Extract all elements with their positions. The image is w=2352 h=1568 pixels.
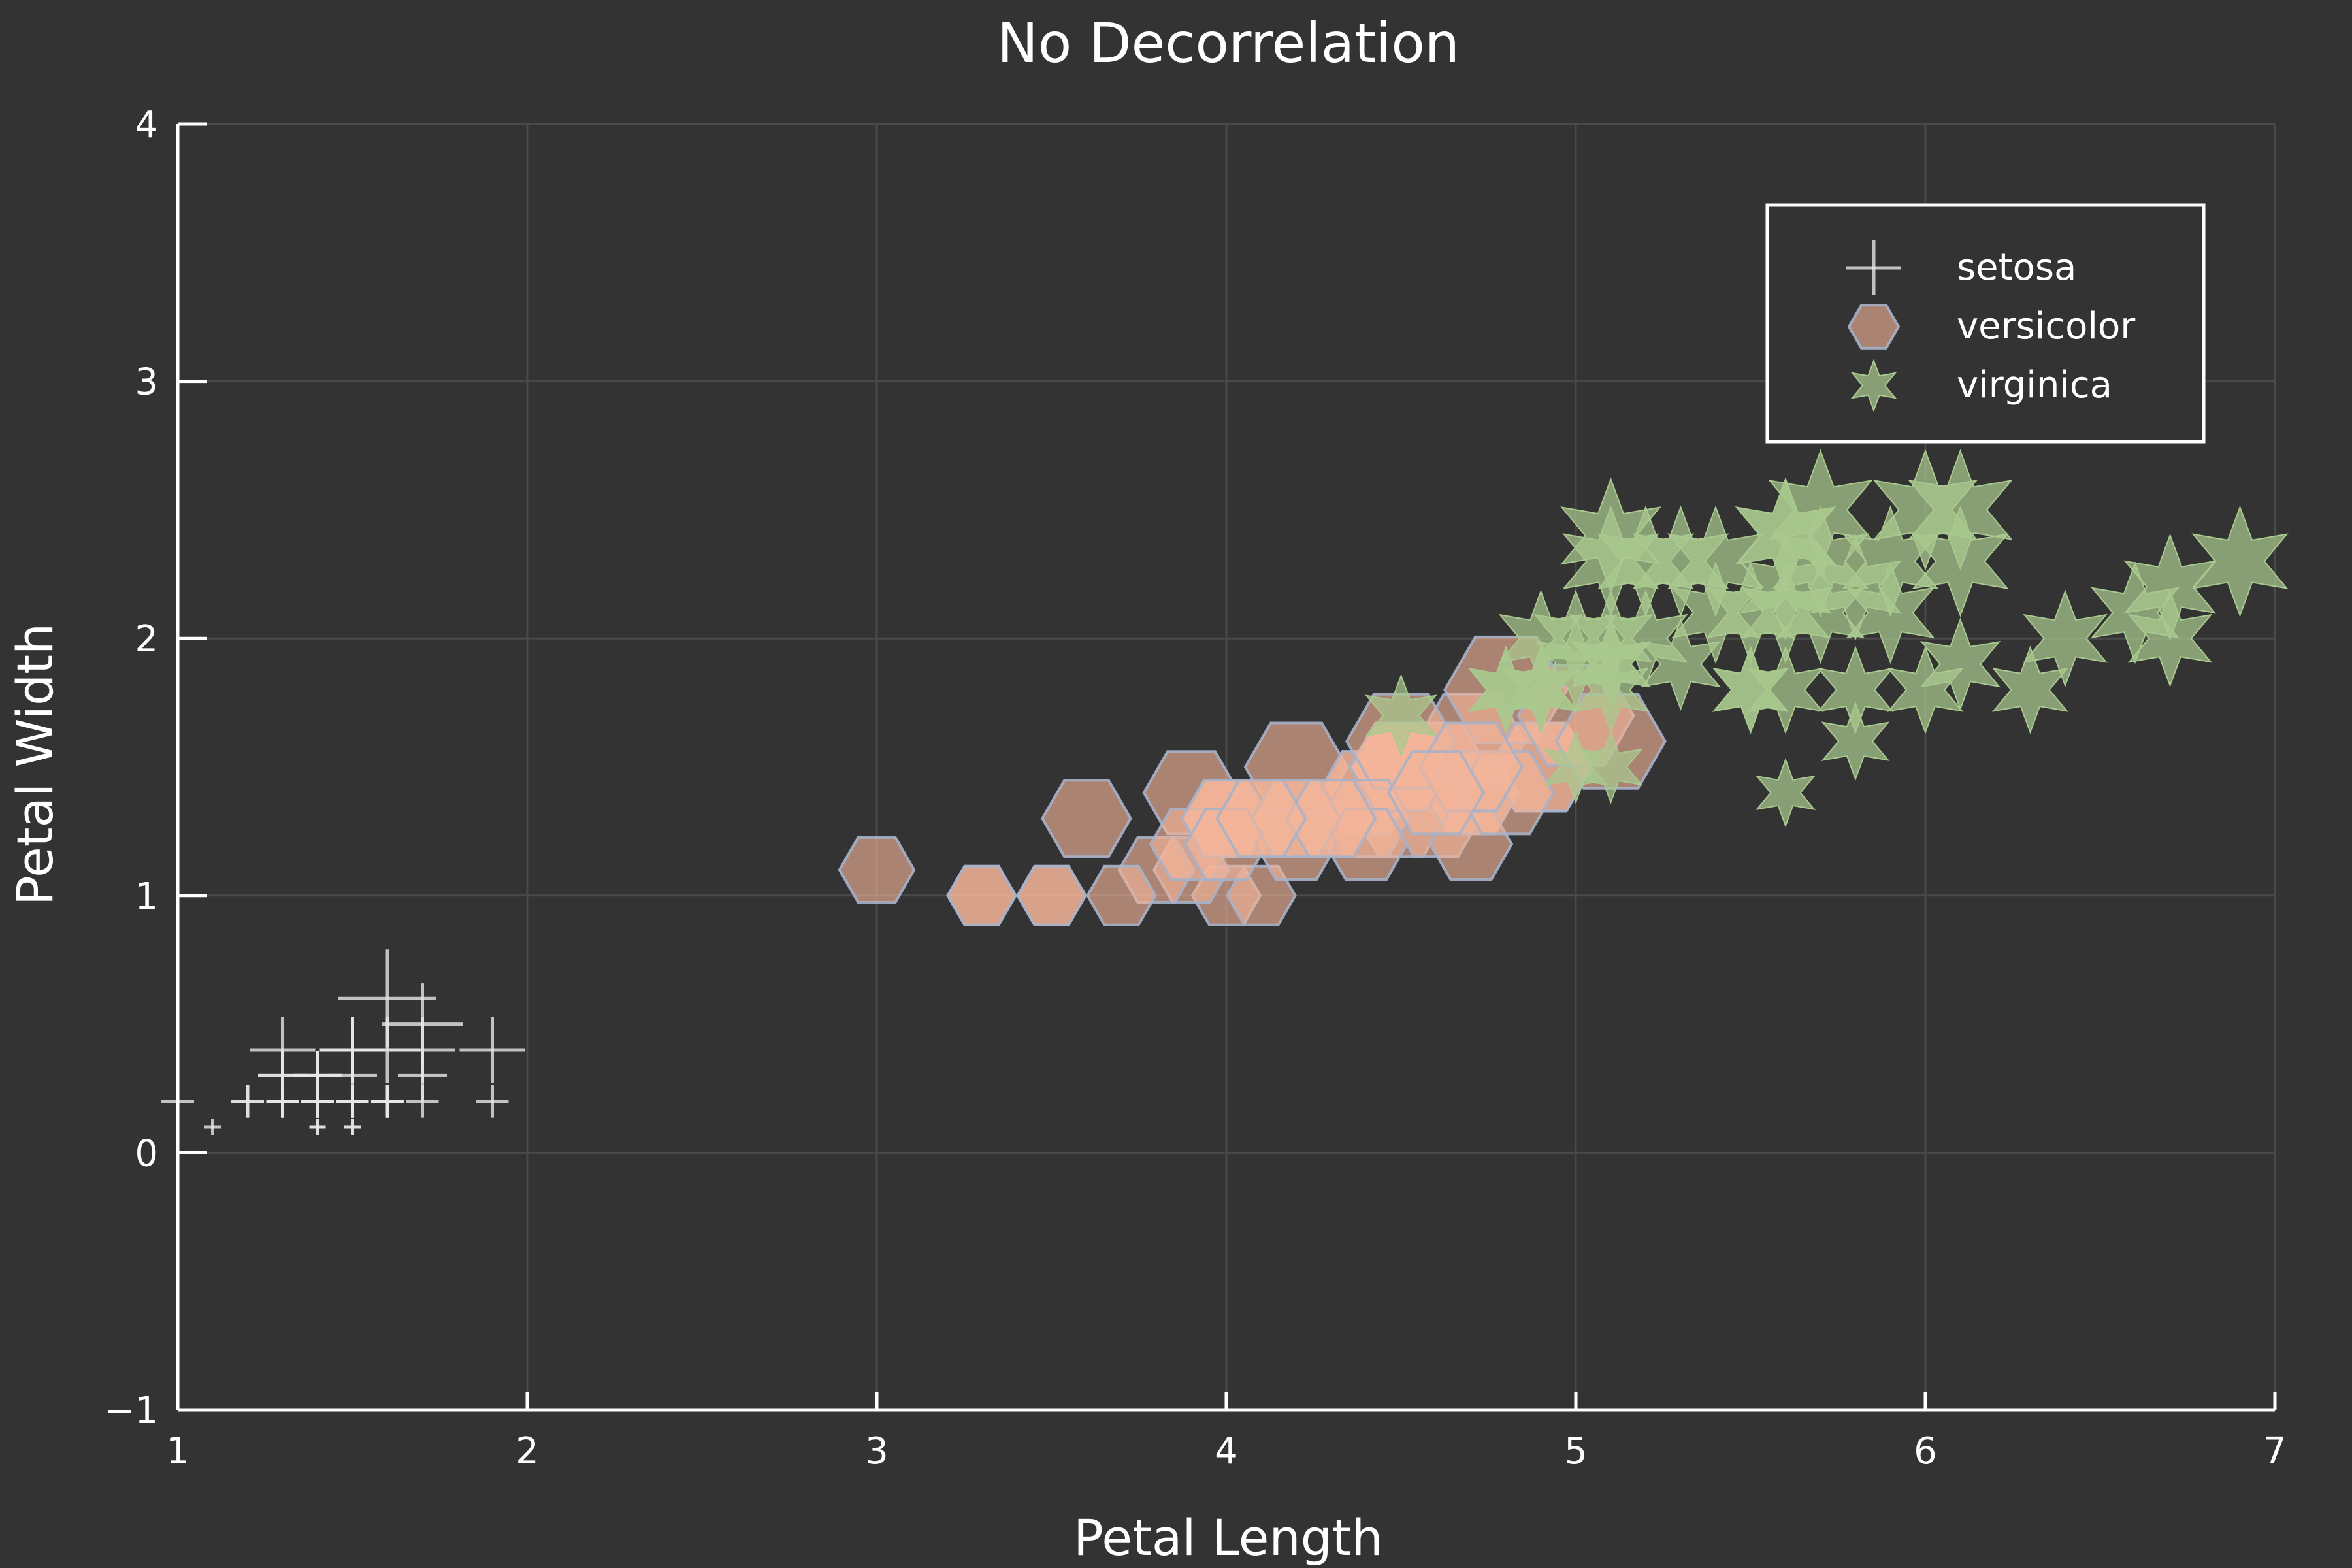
data-point-setosa	[309, 1119, 326, 1135]
y-axis-label: Petal Width	[6, 623, 64, 906]
x-tick-label: 4	[1215, 1430, 1238, 1473]
data-point-setosa	[371, 1085, 404, 1118]
data-point-virginica	[1572, 645, 1650, 734]
x-tick-label: 7	[2263, 1430, 2287, 1473]
data-point-versicolor	[838, 836, 916, 904]
legend-symbol-versicolor	[1847, 304, 1901, 350]
data-point-virginica	[1755, 758, 1816, 828]
data-point-setosa	[406, 1085, 439, 1118]
data-point-versicolor	[1041, 779, 1132, 858]
x-tick-label: 5	[1564, 1430, 1588, 1473]
data-point-setosa	[301, 1085, 334, 1118]
series-virginica	[1364, 449, 2289, 828]
legend-box	[1765, 203, 2206, 444]
x-tick-label: 3	[865, 1430, 889, 1473]
data-point-versicolor	[1016, 864, 1087, 926]
series-versicolor	[838, 635, 1667, 926]
data-point-virginica	[1603, 589, 1688, 688]
data-point-virginica	[1364, 674, 1438, 758]
data-point-versicolor	[1386, 750, 1486, 836]
data-point-virginica	[1667, 505, 1765, 617]
data-point-virginica	[1912, 505, 2009, 617]
legend-label-virginica: virginica	[1957, 364, 2112, 406]
y-tick-label: 1	[135, 875, 158, 918]
data-point-setosa	[344, 1119, 361, 1135]
data-point-versicolor	[946, 864, 1017, 926]
x-tick-label: 1	[166, 1430, 189, 1473]
data-point-virginica	[1821, 702, 1890, 781]
axes	[176, 122, 2277, 1412]
data-point-virginica	[2191, 505, 2289, 617]
data-point-virginica	[2023, 589, 2108, 688]
data-point-virginica	[2127, 589, 2213, 688]
y-tick-label: 4	[135, 104, 158, 146]
data-point-setosa	[319, 1017, 385, 1083]
tick-labels: 1 2 3 4 5 6 7 −1 0 1 2 3 4	[104, 104, 2286, 1473]
y-tick-label: 2	[135, 618, 158, 661]
series-setosa	[161, 949, 525, 1135]
x-tick-label: 2	[515, 1430, 539, 1473]
data-point-virginica	[1578, 730, 1643, 804]
legend: setosa versicolor virginica	[1765, 203, 2206, 444]
y-tick-label: 0	[135, 1132, 158, 1175]
data-point-virginica	[1872, 449, 1978, 571]
legend-marker-versicolor	[1847, 304, 1901, 350]
legend-marker-setosa	[1846, 240, 1901, 295]
legend-marker-virginica	[1850, 359, 1897, 412]
data-point-setosa	[204, 1119, 221, 1135]
data-point-setosa	[336, 1085, 369, 1118]
y-tick-label: 3	[135, 361, 158, 404]
data-point-virginica	[1467, 645, 1544, 734]
data-point-virginica	[1919, 617, 2001, 711]
data-point-setosa	[266, 1085, 299, 1118]
legend-label-versicolor: versicolor	[1957, 305, 2136, 348]
data-point-virginica	[1712, 645, 1789, 734]
legend-label-setosa: setosa	[1957, 246, 2076, 289]
legend-symbol-setosa	[1846, 240, 1901, 295]
data-point-setosa	[338, 949, 436, 1048]
data-point-setosa	[459, 1017, 525, 1083]
x-axis-label: Petal Length	[1073, 1509, 1383, 1567]
legend-symbol-virginica	[1850, 359, 1897, 412]
data-point-versicolor	[1086, 864, 1157, 926]
data-point-virginica	[1768, 449, 1873, 571]
data-point-setosa	[231, 1085, 264, 1118]
chart-title: No Decorrelation	[997, 11, 1460, 75]
data-point-versicolor	[1215, 779, 1307, 858]
data-point-setosa	[476, 1085, 509, 1118]
x-tick-label: 6	[1914, 1430, 1937, 1473]
y-tick-label: −1	[104, 1390, 158, 1432]
